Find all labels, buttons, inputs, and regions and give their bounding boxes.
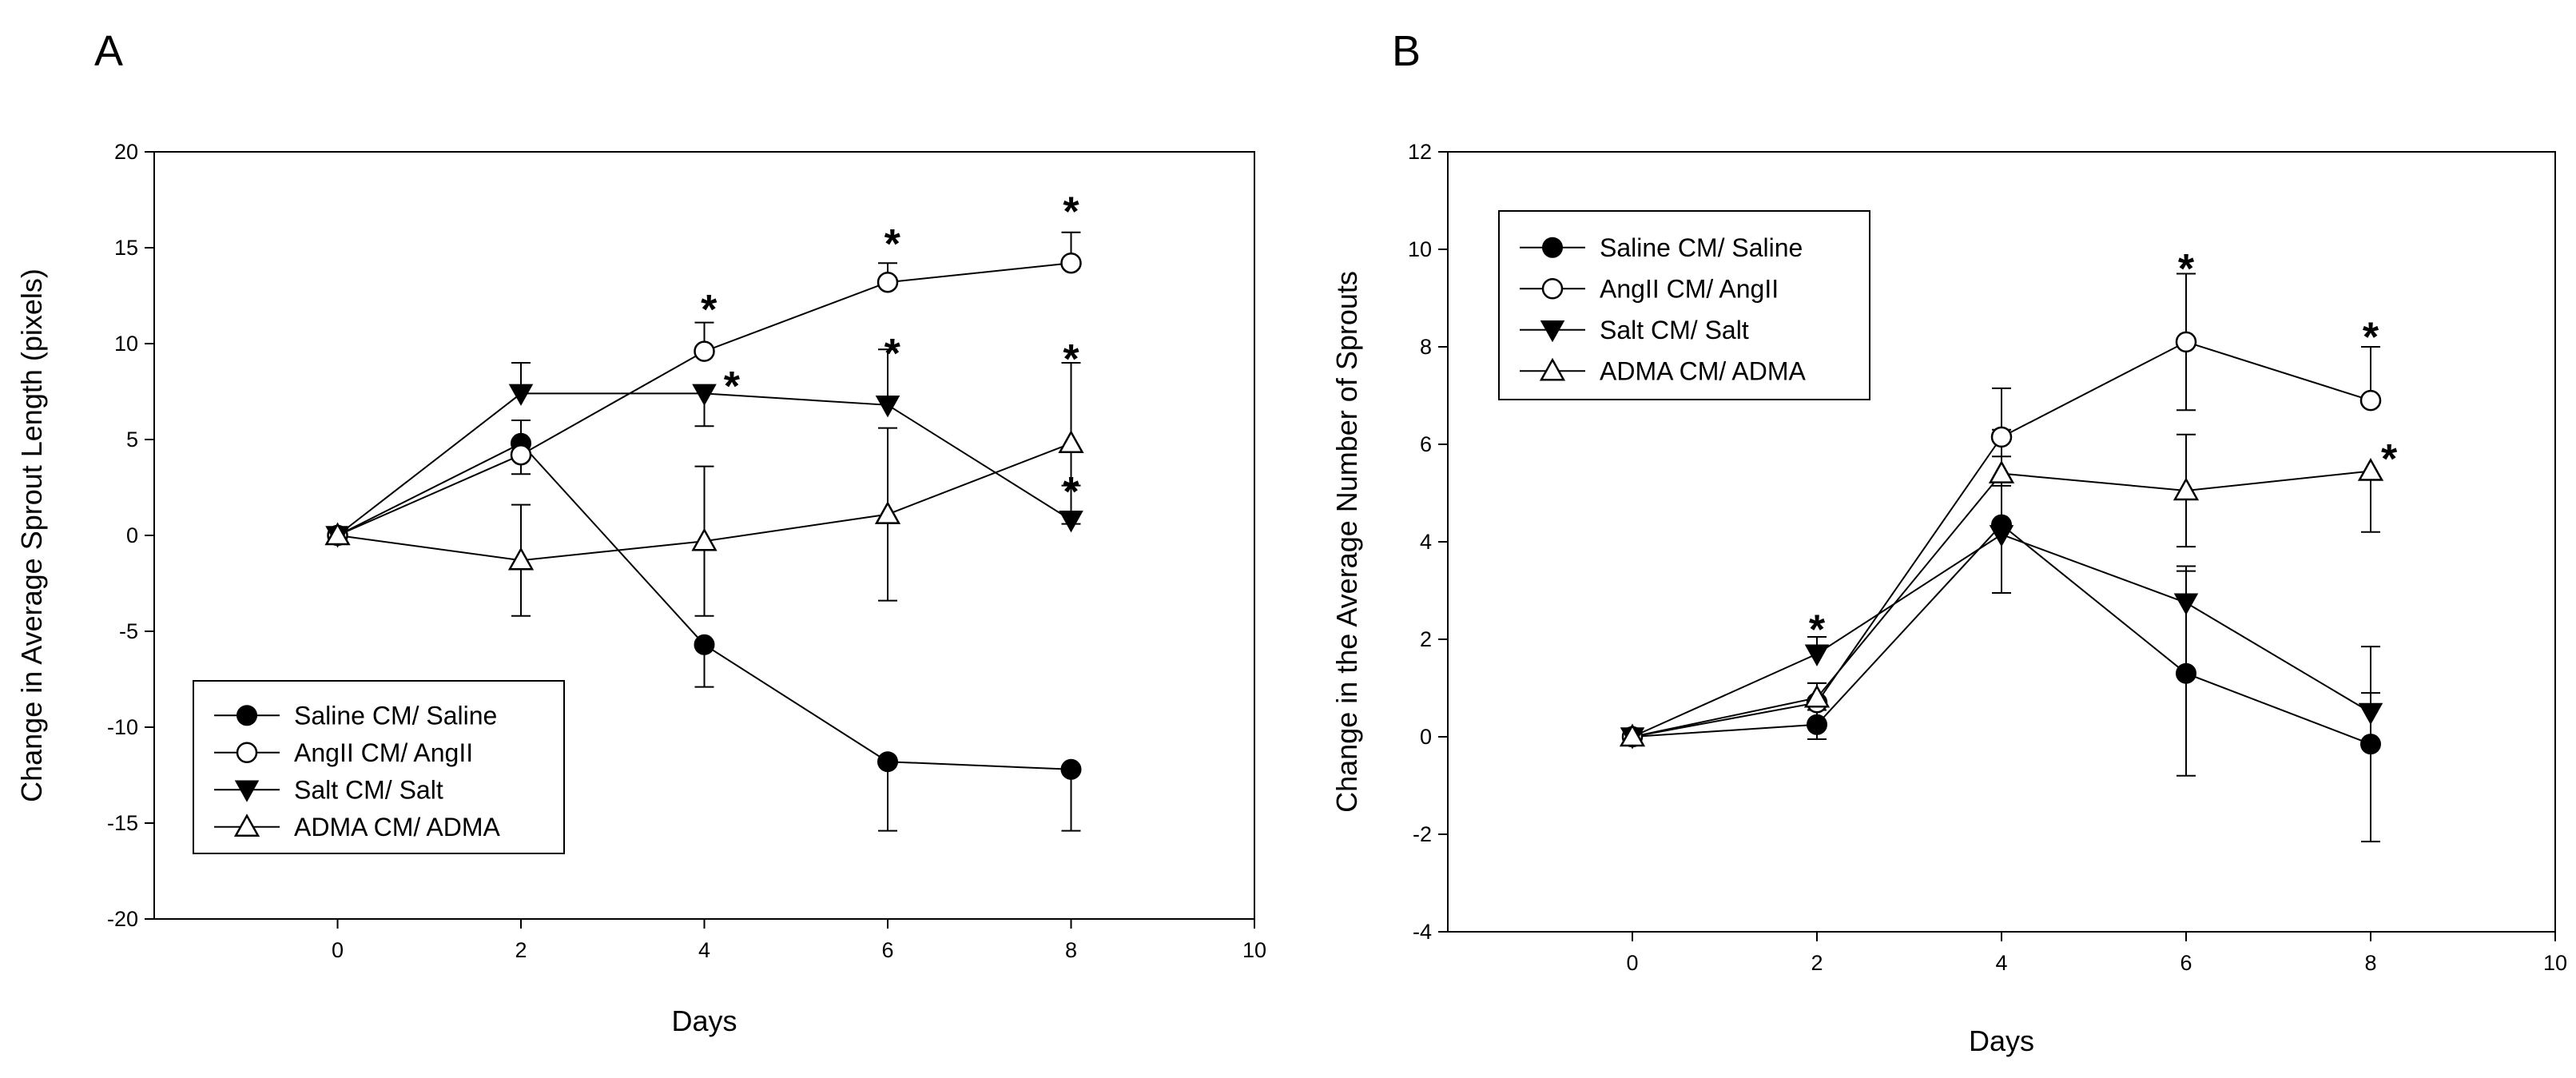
y-tick-label: 6 <box>1420 432 1432 456</box>
x-tick-label: 10 <box>2543 951 2567 975</box>
legend: Saline CM/ Saline AngII CM/ AngII Salt CM/… <box>193 680 565 854</box>
x-tick-label: 0 <box>332 938 344 962</box>
y-tick-label: 12 <box>1408 140 1432 164</box>
significance-star: * <box>724 364 741 410</box>
panel-label: B <box>1392 27 1421 75</box>
significance-star: * <box>1063 469 1079 515</box>
data-point <box>324 522 351 546</box>
data-point <box>691 527 718 551</box>
data-point <box>1989 525 2014 547</box>
data-point <box>877 751 898 773</box>
data-point <box>692 384 717 406</box>
x-tick-label: 4 <box>698 938 710 962</box>
legend-label: Salt CM/ Salt <box>1600 316 1749 344</box>
y-tick-label: 10 <box>1408 237 1432 261</box>
y-axis-title: Change in the Average Number of Sprouts <box>1330 271 1363 813</box>
data-point <box>694 340 715 362</box>
legend-label: AngII CM/ AngII <box>1600 274 1779 303</box>
x-tick-label: 0 <box>1626 951 1638 975</box>
legend-label: Salt CM/ Salt <box>294 775 443 804</box>
y-axis-title: Change in Average Sprout Length (pixels) <box>15 269 48 802</box>
legend: Saline CM/ Saline AngII CM/ AngII Salt CM/… <box>1498 210 1870 400</box>
y-tick-label: 8 <box>1420 335 1432 359</box>
data-point <box>694 634 715 655</box>
significance-star: * <box>701 287 718 333</box>
data-point <box>1803 684 1831 708</box>
y-tick-label: -4 <box>1413 920 1432 944</box>
data-point <box>2173 593 2199 615</box>
data-point <box>2359 389 2382 412</box>
data-point <box>2358 702 2383 726</box>
panel-label: A <box>94 27 123 75</box>
data-point <box>877 271 899 293</box>
data-point <box>1059 511 1083 533</box>
data-point <box>2360 734 2381 755</box>
x-tick-label: 6 <box>881 938 893 962</box>
y-tick-label: 5 <box>126 428 138 451</box>
data-point <box>2176 662 2196 684</box>
y-tick-label: 2 <box>1420 627 1432 651</box>
legend-marker <box>1542 237 1563 258</box>
data-point <box>510 444 532 466</box>
data-point <box>874 501 901 524</box>
legend-label: ADMA CM/ ADMA <box>1600 356 1806 385</box>
y-tick-label: 0 <box>1420 725 1432 749</box>
y-tick-label: -2 <box>1413 822 1432 846</box>
significance-star: * <box>2178 246 2195 292</box>
legend-marker <box>1540 320 1565 343</box>
y-tick-label: -20 <box>107 907 138 931</box>
data-point <box>2175 331 2197 353</box>
legend-label: AngII CM/ AngII <box>294 738 473 767</box>
data-point <box>1060 758 1082 780</box>
y-tick-label: 15 <box>114 236 138 260</box>
x-tick-label: 2 <box>1811 951 1823 975</box>
data-point <box>2173 477 2200 501</box>
significance-star: * <box>1063 336 1079 383</box>
significance-star: * <box>2363 315 2379 361</box>
significance-star: * <box>1063 189 1079 235</box>
significance-star: * <box>885 331 901 377</box>
legend-marker <box>1539 357 1566 381</box>
data-point <box>508 384 534 406</box>
data-point <box>507 547 535 571</box>
data-point <box>1990 426 2013 448</box>
legend-label: Saline CM/ Saline <box>294 701 497 730</box>
y-tick-label: 4 <box>1420 530 1432 554</box>
significance-star: * <box>885 221 901 268</box>
x-axis-title: Days <box>671 1004 737 1037</box>
legend-label: ADMA CM/ ADMA <box>294 813 500 841</box>
data-point <box>875 396 900 418</box>
data-point <box>1988 460 2015 483</box>
legend-marker <box>233 813 260 837</box>
y-tick-label: -10 <box>107 715 138 739</box>
legend-marker <box>1541 278 1564 300</box>
y-tick-label: 20 <box>114 140 138 164</box>
y-tick-label: 10 <box>114 332 138 356</box>
data-point <box>1619 723 1646 747</box>
x-tick-label: 8 <box>2364 951 2376 975</box>
x-tick-label: 6 <box>2180 951 2192 975</box>
y-tick-label: -5 <box>119 619 138 643</box>
legend-marker <box>237 705 257 726</box>
x-tick-label: 10 <box>1242 938 1266 962</box>
legend-marker <box>236 742 258 763</box>
legend-label: Saline CM/ Saline <box>1600 233 1803 262</box>
data-point <box>1804 644 1830 666</box>
x-axis-title: Days <box>1969 1024 2034 1057</box>
chart-panel-A: A -20 -15 -10 -5 0 5 10 15 20 0 2 4 6 8 10 Days Change in… <box>15 27 1266 1037</box>
y-tick-label: -15 <box>107 811 138 835</box>
significance-star: * <box>2381 436 2398 483</box>
y-tick-label: 0 <box>126 523 138 547</box>
data-point <box>1060 252 1082 274</box>
data-point <box>1807 714 1827 735</box>
chart-panel-B: B -4 -2 0 2 4 6 8 10 12 0 2 4 6 8 10 Days Change in the A… <box>1330 27 2567 1057</box>
x-tick-label: 8 <box>1065 938 1077 962</box>
x-tick-label: 4 <box>1995 951 2007 975</box>
x-tick-label: 2 <box>515 938 527 962</box>
data-point <box>2357 457 2384 481</box>
legend-marker <box>234 780 260 802</box>
data-point <box>1058 430 1084 454</box>
significance-star: * <box>1809 607 1826 654</box>
